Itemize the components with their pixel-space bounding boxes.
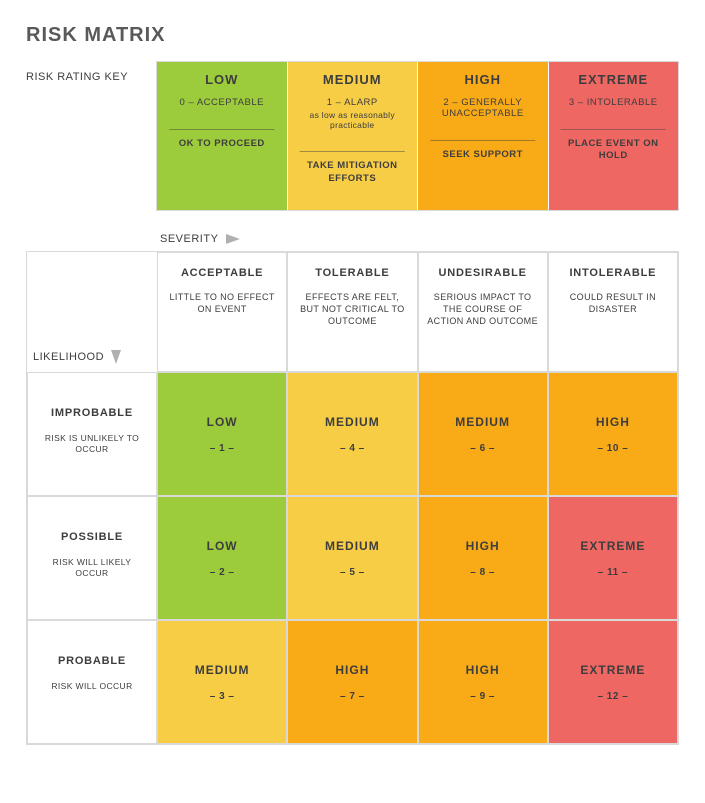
risk-cell: MEDIUM – 3 – (157, 620, 287, 744)
key-code: 0 – ACCEPTABLE (180, 97, 264, 108)
key-action: TAKE MITIGATION EFFORTS (298, 160, 408, 185)
key-action: OK TO PROCEED (179, 138, 265, 150)
key-cell-medium: MEDIUM 1 – ALARP as low as reasonably prac… (288, 62, 419, 210)
severity-title: INTOLERABLE (557, 267, 669, 279)
axis-likelihood-label: LIKELIHOOD (33, 351, 104, 363)
severity-title: TOLERABLE (296, 267, 408, 279)
page-title: RISK MATRIX (26, 24, 679, 47)
risk-cell-number: – 6 – (470, 443, 495, 454)
severity-desc: SERIOUS IMPACT TO THE COURSE OF ACTION A… (427, 291, 539, 327)
key-cell-low: LOW 0 – ACCEPTABLE _____________________ OK… (157, 62, 288, 210)
risk-cell: MEDIUM – 4 – (287, 372, 417, 496)
risk-cell-level: HIGH (466, 539, 500, 553)
risk-cell-level: MEDIUM (325, 539, 380, 553)
likelihood-title: IMPROBABLE (36, 407, 148, 419)
likelihood-title: PROBABLE (36, 655, 148, 667)
key-cell-high: HIGH 2 – GENERALLY UNACCEPTABLE __________… (418, 62, 549, 210)
risk-cell: HIGH – 9 – (418, 620, 548, 744)
severity-desc: LITTLE TO NO EFFECT ON EVENT (166, 291, 278, 315)
risk-cell: MEDIUM – 6 – (418, 372, 548, 496)
severity-header: TOLERABLE EFFECTS ARE FELT, BUT NOT CRITI… (287, 252, 417, 372)
likelihood-header: PROBABLE RISK WILL OCCUR (27, 620, 157, 744)
severity-header: UNDESIRABLE SERIOUS IMPACT TO THE COURSE … (418, 252, 548, 372)
severity-title: UNDESIRABLE (427, 267, 539, 279)
likelihood-desc: RISK WILL OCCUR (36, 681, 148, 692)
severity-header: INTOLERABLE COULD RESULT IN DISASTER (548, 252, 678, 372)
risk-cell-number: – 1 – (210, 443, 235, 454)
likelihood-desc: RISK IS UNLIKELY TO OCCUR (36, 433, 148, 455)
key-divider: _____________________ (561, 120, 666, 130)
risk-cell-level: HIGH (596, 415, 630, 429)
risk-cell-number: – 4 – (340, 443, 365, 454)
key-code: 2 – GENERALLY UNACCEPTABLE (428, 97, 538, 119)
risk-cell-number: – 8 – (470, 567, 495, 578)
risk-cell-number: – 2 – (210, 567, 235, 578)
key-action: SEEK SUPPORT (443, 149, 523, 161)
risk-cell-level: MEDIUM (325, 415, 380, 429)
key-action: PLACE EVENT ON HOLD (559, 138, 669, 163)
risk-cell: EXTREME – 11 – (548, 496, 678, 620)
risk-matrix-grid: LIKELIHOOD ACCEPTABLE LITTLE TO NO EFFECT … (26, 251, 679, 745)
risk-cell: HIGH – 8 – (418, 496, 548, 620)
risk-cell: EXTREME – 12 – (548, 620, 678, 744)
risk-cell-level: MEDIUM (195, 663, 250, 677)
key-level: HIGH (465, 72, 502, 87)
risk-cell-level: EXTREME (580, 539, 645, 553)
severity-header: ACCEPTABLE LITTLE TO NO EFFECT ON EVENT (157, 252, 287, 372)
likelihood-desc: RISK WILL LIKELY OCCUR (36, 557, 148, 579)
key-level: EXTREME (578, 72, 648, 87)
likelihood-title: POSSIBLE (36, 531, 148, 543)
risk-cell: HIGH – 7 – (287, 620, 417, 744)
risk-cell-level: HIGH (466, 663, 500, 677)
risk-cell: LOW – 2 – (157, 496, 287, 620)
severity-desc: COULD RESULT IN DISASTER (557, 291, 669, 315)
risk-cell-level: MEDIUM (455, 415, 510, 429)
risk-cell: LOW – 1 – (157, 372, 287, 496)
risk-key: RISK RATING KEY LOW 0 – ACCEPTABLE _______… (26, 61, 679, 211)
arrow-down-icon (111, 350, 121, 364)
key-sub: as low as reasonably practicable (298, 110, 408, 130)
arrow-right-icon (226, 234, 240, 244)
risk-cell-level: LOW (207, 539, 238, 553)
key-level: MEDIUM (323, 72, 382, 87)
risk-cell-number: – 9 – (470, 691, 495, 702)
risk-cell-number: – 11 – (598, 567, 628, 578)
key-divider: _____________________ (169, 120, 274, 130)
likelihood-header: POSSIBLE RISK WILL LIKELY OCCUR (27, 496, 157, 620)
risk-cell-level: HIGH (335, 663, 369, 677)
key-code: 3 – INTOLERABLE (569, 97, 658, 108)
risk-cell: MEDIUM – 5 – (287, 496, 417, 620)
risk-cell-number: – 7 – (340, 691, 365, 702)
risk-cell-number: – 10 – (597, 443, 628, 454)
risk-cell-level: LOW (207, 415, 238, 429)
risk-cell-number: – 5 – (340, 567, 365, 578)
risk-key-label: RISK RATING KEY (26, 61, 156, 211)
key-code: 1 – ALARP (327, 97, 378, 108)
axis-likelihood: LIKELIHOOD (33, 350, 121, 364)
severity-title: ACCEPTABLE (166, 267, 278, 279)
axis-severity-label: SEVERITY (160, 233, 218, 245)
key-cell-extreme: EXTREME 3 – INTOLERABLE __________________… (549, 62, 679, 210)
risk-cell: HIGH – 10 – (548, 372, 678, 496)
risk-cell-number: – 12 – (597, 691, 628, 702)
axis-severity: SEVERITY (156, 233, 679, 245)
risk-cell-number: – 3 – (210, 691, 235, 702)
key-divider: _____________________ (300, 142, 405, 152)
key-divider: _____________________ (430, 131, 535, 141)
likelihood-header: IMPROBABLE RISK IS UNLIKELY TO OCCUR (27, 372, 157, 496)
risk-cell-level: EXTREME (580, 663, 645, 677)
severity-desc: EFFECTS ARE FELT, BUT NOT CRITICAL TO OU… (296, 291, 408, 327)
key-level: LOW (205, 72, 238, 87)
